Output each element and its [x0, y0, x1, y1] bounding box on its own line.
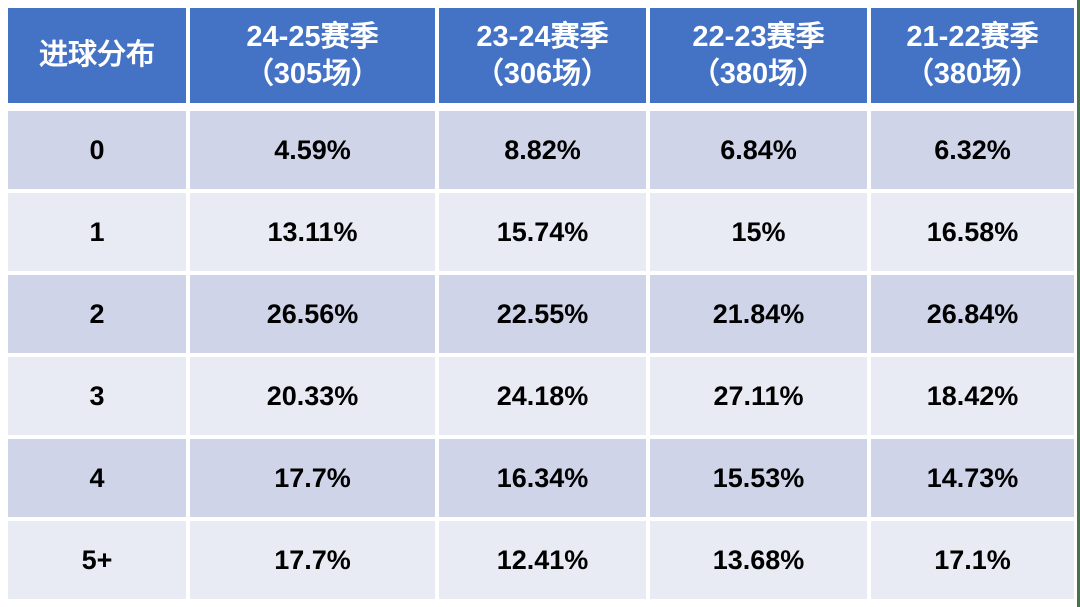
data-cell: 4.59% [190, 111, 435, 189]
corner-header-label: 进球分布 [38, 39, 155, 72]
data-cell: 15.53% [650, 439, 867, 517]
matches-label: （305场） [244, 57, 381, 90]
goal-distribution-table: 进球分布 24-25赛季 （305场） 23-24赛季 （306场） 22-23… [8, 8, 1074, 599]
data-cell: 16.34% [439, 439, 646, 517]
row-label-cell: 1 [8, 193, 186, 271]
table-body: 0 4.59% 8.82% 6.84% 6.32% 1 13.11% 15.74… [8, 111, 1074, 599]
matches-label: （380场） [690, 57, 827, 90]
data-cell: 21.84% [650, 275, 867, 353]
data-cell: 26.56% [190, 275, 435, 353]
data-cell: 22.55% [439, 275, 646, 353]
data-cell: 20.33% [190, 357, 435, 435]
header-cell-season-22-23: 22-23赛季 （380场） [650, 8, 867, 103]
data-cell: 26.84% [871, 275, 1074, 353]
season-label: 21-22赛季 [906, 21, 1039, 54]
data-cell: 17.1% [871, 521, 1074, 599]
data-cell: 12.41% [439, 521, 646, 599]
header-cell-season-23-24: 23-24赛季 （306场） [439, 8, 646, 103]
data-cell: 17.7% [190, 521, 435, 599]
header-cell-season-21-22: 21-22赛季 （380场） [871, 8, 1074, 103]
season-label: 24-25赛季 [246, 21, 379, 54]
row-label-cell: 2 [8, 275, 186, 353]
data-cell: 13.11% [190, 193, 435, 271]
data-cell: 15.74% [439, 193, 646, 271]
right-edge-line [1077, 0, 1080, 607]
matches-label: （380场） [904, 57, 1041, 90]
data-cell: 6.32% [871, 111, 1074, 189]
data-cell: 24.18% [439, 357, 646, 435]
data-cell: 16.58% [871, 193, 1074, 271]
season-label: 22-23赛季 [692, 21, 825, 54]
data-cell: 15% [650, 193, 867, 271]
row-label-cell: 3 [8, 357, 186, 435]
data-cell: 14.73% [871, 439, 1074, 517]
matches-label: （306场） [474, 57, 611, 90]
data-cell: 17.7% [190, 439, 435, 517]
header-cell-goal-distribution: 进球分布 [8, 8, 186, 103]
row-label-cell: 5+ [8, 521, 186, 599]
data-cell: 6.84% [650, 111, 867, 189]
data-cell: 18.42% [871, 357, 1074, 435]
row-label-cell: 0 [8, 111, 186, 189]
data-cell: 27.11% [650, 357, 867, 435]
header-cell-season-24-25: 24-25赛季 （305场） [190, 8, 435, 103]
data-cell: 8.82% [439, 111, 646, 189]
data-cell: 13.68% [650, 521, 867, 599]
row-label-cell: 4 [8, 439, 186, 517]
season-label: 23-24赛季 [476, 21, 609, 54]
table-header-row: 进球分布 24-25赛季 （305场） 23-24赛季 （306场） 22-23… [8, 8, 1074, 103]
